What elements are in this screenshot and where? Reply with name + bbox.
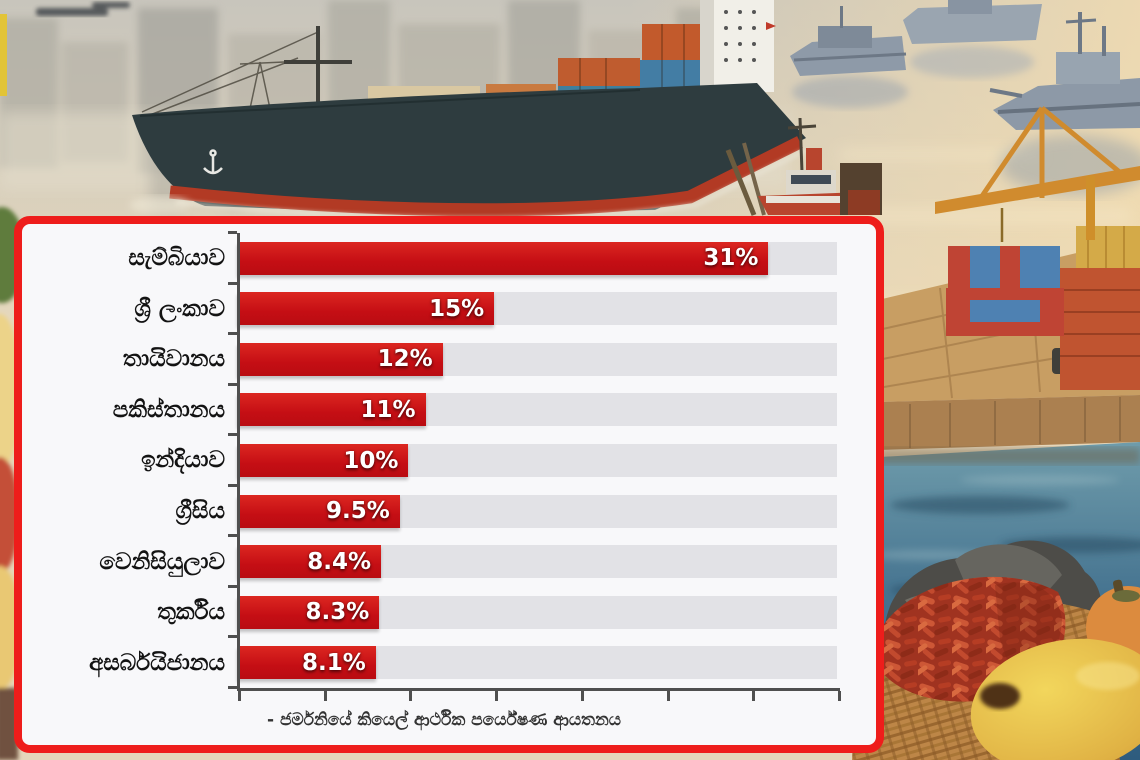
x-axis-tick <box>752 691 756 701</box>
bar-rows: සැම්බියාව 31% ශ්‍රී ලංකාව 15% තායිවානය 1… <box>22 233 837 688</box>
value-label: 10% <box>343 447 399 474</box>
tugboat <box>725 117 882 216</box>
bar-row: අසර්බයිජානය 8.1% <box>22 638 837 689</box>
value-label: 9.5% <box>326 498 390 525</box>
bar-track: 8.3% <box>237 595 837 629</box>
category-label: තායිවානය <box>122 346 225 373</box>
left-edge-yellow <box>0 14 7 96</box>
x-axis-tick <box>409 691 413 701</box>
bar-row: පකිස්තානය 11% <box>22 385 837 436</box>
source-caption: - ජර්මනියේ කියෙල් ආර්ථික පර්යේෂණ ආයතනය <box>267 710 621 730</box>
anchor-mark <box>203 149 223 175</box>
x-axis-tick <box>666 691 670 701</box>
value-label: 8.3% <box>305 599 370 626</box>
category-label: ඉන්දියාව <box>141 447 225 474</box>
category-label: තුර්කිය <box>157 599 225 626</box>
value-label: 8.1% <box>302 649 366 676</box>
warship-center <box>903 0 1042 78</box>
bar: 12% <box>237 342 443 376</box>
warship-left <box>790 6 908 108</box>
category-label: ශ්‍රී ලංකාව <box>134 295 225 322</box>
bar-row: ග්‍රීසිය 9.5% <box>22 486 837 537</box>
bar-track: 12% <box>237 342 837 376</box>
distant-boats <box>36 2 130 16</box>
bar-track: 8.1% <box>237 646 837 680</box>
category-label: සැම්බියාව <box>128 245 225 272</box>
category-label: පකිස්තානය <box>112 396 225 423</box>
category-label: ග්‍රීසිය <box>175 498 225 525</box>
value-label: 8.4% <box>307 548 371 575</box>
chart-panel: සැම්බියාව 31% ශ්‍රී ලංකාව 15% තායිවානය 1… <box>14 216 884 753</box>
bar: 8.4% <box>237 545 381 579</box>
value-label: 31% <box>703 245 759 272</box>
bar-track: 10% <box>237 444 837 478</box>
bar-row: ඉන්දියාව 10% <box>22 435 837 486</box>
container-ship <box>130 0 807 221</box>
bar-track: 31% <box>237 241 837 275</box>
bar: 15% <box>237 292 495 326</box>
bar: 8.3% <box>237 595 380 629</box>
x-axis-tick <box>238 691 241 701</box>
bar-row: සැම්බියාව 31% <box>22 233 837 284</box>
bar: 11% <box>237 393 426 427</box>
bar-track: 11% <box>237 393 837 427</box>
bar-row: තුර්කිය 8.3% <box>22 587 837 638</box>
bar: 10% <box>237 444 409 478</box>
bar-track: 8.4% <box>237 545 837 579</box>
value-label: 11% <box>360 396 416 423</box>
mango <box>970 638 1140 760</box>
harbor-crane <box>935 106 1140 242</box>
bar-row: ශ්‍රී ලංකාව 15% <box>22 284 837 335</box>
x-axis-tick <box>495 691 499 701</box>
bar-track: 9.5% <box>237 494 837 528</box>
bar: 31% <box>237 241 769 275</box>
x-axis-tick <box>580 691 584 701</box>
bar-row: වෙනිසියුලාව 8.4% <box>22 536 837 587</box>
bar-chart: සැම්බියාව 31% ශ්‍රී ලංකාව 15% තායිවානය 1… <box>22 231 841 701</box>
value-label: 15% <box>429 295 485 322</box>
warship-right <box>989 12 1140 195</box>
bar-track: 15% <box>237 292 837 326</box>
category-label: වෙනිසියුලාව <box>99 548 225 575</box>
warship-fleet <box>790 0 1140 195</box>
x-axis-tick <box>838 691 841 701</box>
bar-row: තායිවානය 12% <box>22 334 837 385</box>
ship-superstructure <box>700 0 776 92</box>
bar: 9.5% <box>237 494 400 528</box>
category-label: අසර්බයිජානය <box>89 649 225 676</box>
value-label: 12% <box>377 346 433 373</box>
x-axis-tick <box>323 691 327 701</box>
bar: 8.1% <box>237 646 376 680</box>
